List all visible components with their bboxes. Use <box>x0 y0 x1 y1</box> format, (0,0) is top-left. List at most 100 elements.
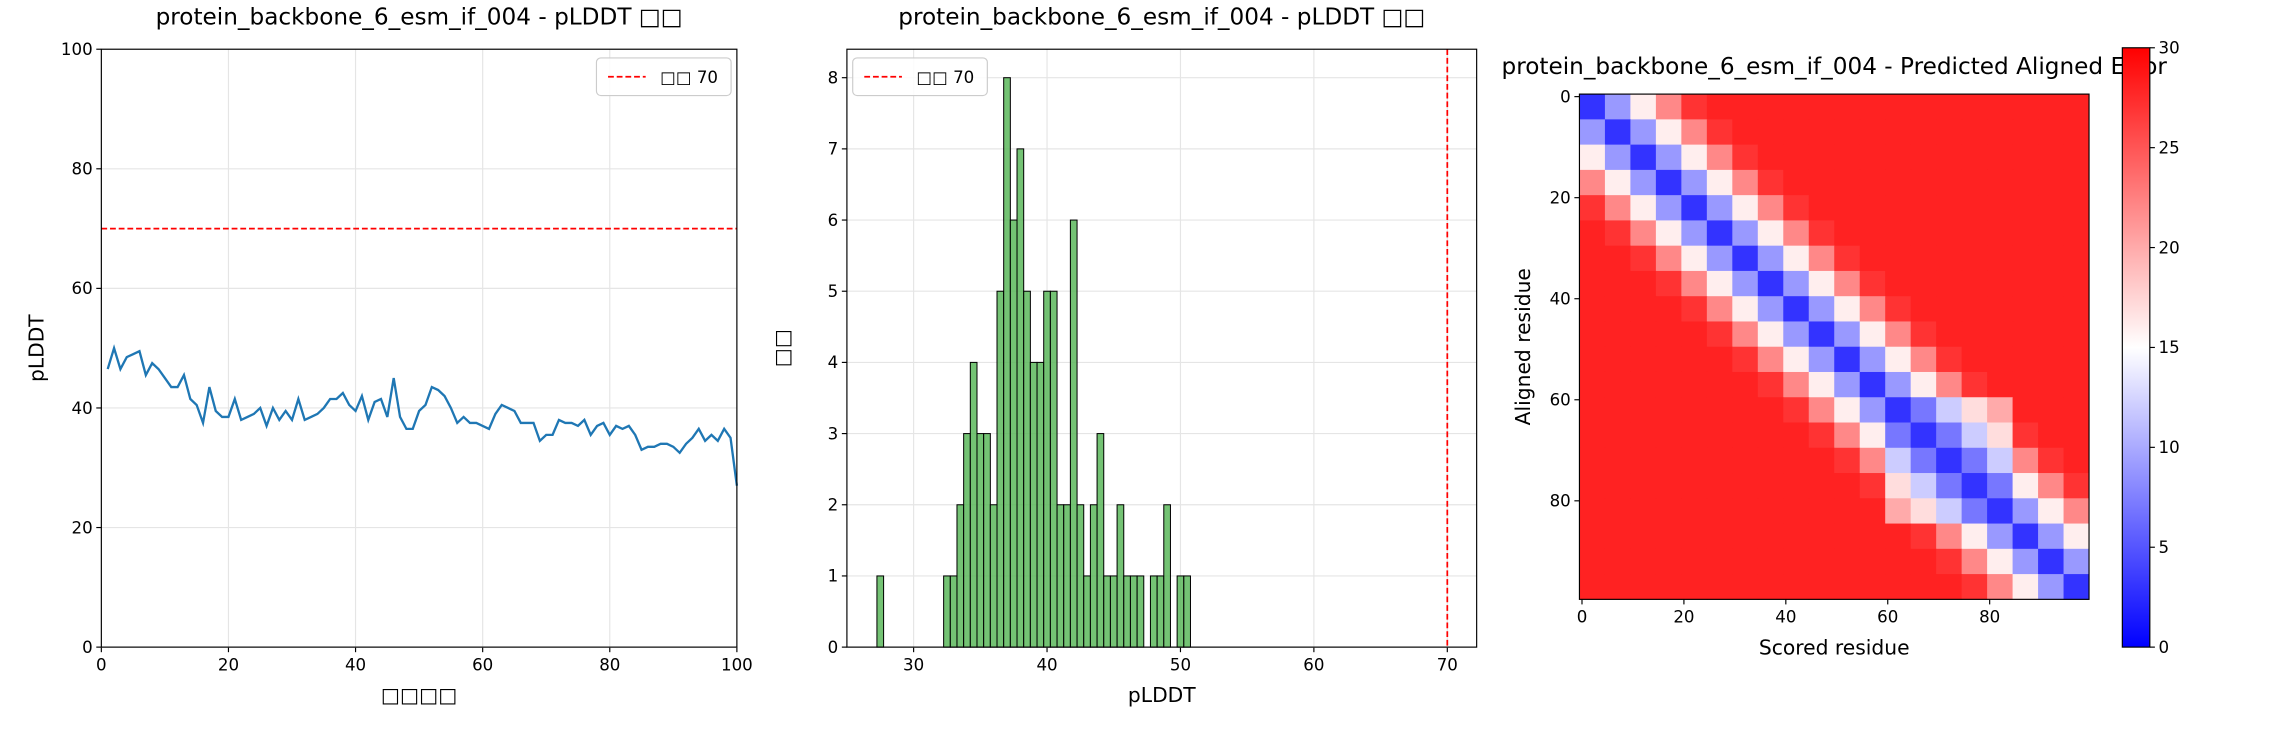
heatmap-cell <box>1961 498 1988 524</box>
heatmap-cell <box>1834 144 1861 171</box>
heatmap-cell <box>1732 548 1759 575</box>
bar <box>969 361 978 648</box>
bar <box>1129 575 1138 648</box>
heatmap-cell <box>1681 119 1708 146</box>
y-tick-label: 3 <box>828 424 839 443</box>
axes-frame <box>100 48 738 648</box>
y-tick-label: 4 <box>828 353 839 372</box>
heatmap-cell <box>1579 523 1606 550</box>
bar <box>1083 575 1091 648</box>
heatmap-cell <box>1681 195 1708 221</box>
heatmap-cell <box>1834 397 1861 423</box>
heatmap-cell <box>2012 195 2039 221</box>
heatmap-cell <box>2038 447 2064 474</box>
x-tick-label: 50 <box>1170 655 1191 674</box>
heatmap-cell <box>1834 220 1861 247</box>
heatmap-cell <box>1604 119 1631 146</box>
heatmap-cell <box>1885 498 1912 524</box>
heatmap-cell <box>1859 270 1886 297</box>
heatmap-cell <box>1655 422 1682 449</box>
chart-title: protein_backbone_6_esm_if_004 - Predicte… <box>1502 54 2168 80</box>
heatmap-cell <box>1732 94 1759 120</box>
heatmap-cell <box>1936 397 1963 423</box>
bar <box>1076 504 1085 648</box>
bar <box>956 504 965 648</box>
heatmap-cell <box>1808 574 1835 600</box>
heatmap-cell <box>1681 574 1708 600</box>
heatmap-cell <box>1936 371 1963 398</box>
heatmap-cell <box>1681 346 1708 373</box>
heatmap-cell <box>1783 397 1810 423</box>
heatmap-cell <box>2012 371 2039 398</box>
heatmap-cell <box>1834 321 1861 348</box>
y-tick-label: 20 <box>1550 188 1571 207</box>
heatmap-cell <box>1655 548 1682 575</box>
bar <box>1123 575 1131 648</box>
heatmap-cell <box>1579 94 1606 120</box>
heatmap-cell <box>1834 422 1861 449</box>
heatmap-cell <box>1757 447 1784 474</box>
colorbar-tick-label: 15 <box>2159 338 2180 357</box>
heatmap-cell <box>1706 447 1733 474</box>
heatmap-cell <box>1604 473 1631 499</box>
heatmap-cell <box>1961 371 1988 398</box>
heatmap-cell <box>1936 169 1963 196</box>
heatmap-cell <box>2063 422 2090 449</box>
heatmap-cell <box>1732 498 1759 524</box>
heatmap-cell <box>1579 144 1606 171</box>
heatmap-cell <box>1655 119 1682 146</box>
x-axis-label: Scored residue <box>1759 635 1910 659</box>
legend-label: □□ 70 <box>916 68 974 87</box>
x-tick-label: 0 <box>96 655 107 674</box>
heatmap-cell <box>1706 498 1733 524</box>
y-tick-label: 8 <box>828 68 839 87</box>
heatmap-cell <box>1885 245 1912 272</box>
heatmap-cell <box>1630 94 1657 120</box>
heatmap-cell <box>1936 220 1963 247</box>
heatmap-cell <box>1706 473 1733 499</box>
heatmap-cell <box>1885 473 1912 499</box>
heatmap-cell <box>1910 144 1937 171</box>
heatmap-cell <box>1987 270 2014 297</box>
heatmap-cell <box>1987 548 2014 575</box>
heatmap-cell <box>1630 195 1657 221</box>
heatmap-cell <box>1910 245 1937 272</box>
heatmap-cell <box>1987 321 2014 348</box>
heatmap-cell <box>1961 321 1988 348</box>
heatmap-cell <box>1783 321 1810 348</box>
heatmap-cell <box>1834 498 1861 524</box>
heatmap-cell <box>1732 169 1759 196</box>
heatmap-cell <box>1681 220 1708 247</box>
heatmap-cell <box>1732 447 1759 474</box>
heatmap-cell <box>1885 371 1912 398</box>
heatmap-cell <box>1579 245 1606 272</box>
heatmap-cell <box>1630 548 1657 575</box>
y-tick-label: 0 <box>828 638 839 657</box>
heatmap-cell <box>1655 574 1682 600</box>
heatmap-cell <box>1655 169 1682 196</box>
heatmap-cell <box>1681 498 1708 524</box>
heatmap-cell <box>2063 195 2090 221</box>
heatmap-cell <box>1987 397 2014 423</box>
axes-frame <box>846 48 1478 648</box>
heatmap-cell <box>2012 169 2039 196</box>
bar <box>1103 575 1111 648</box>
heatmap-cell <box>1757 144 1784 171</box>
heatmap-cell <box>1655 498 1682 524</box>
heatmap-cell <box>1681 397 1708 423</box>
heatmap-cell <box>1910 94 1937 120</box>
bar <box>1096 433 1105 648</box>
heatmap-cell <box>1885 94 1912 120</box>
heatmap-cell <box>1808 270 1835 297</box>
x-tick-label: 100 <box>721 655 753 674</box>
heatmap-cell <box>1987 119 2014 146</box>
heatmap-cell <box>1732 119 1759 146</box>
heatmap-cell <box>1885 548 1912 575</box>
heatmap-cell <box>1834 296 1861 322</box>
heatmap-cell <box>1655 473 1682 499</box>
x-tick-label: 60 <box>1303 655 1324 674</box>
bar <box>1149 575 1158 648</box>
heatmap-cell <box>1732 523 1759 550</box>
heatmap-cell <box>2012 220 2039 247</box>
heatmap-cell <box>1834 574 1861 600</box>
